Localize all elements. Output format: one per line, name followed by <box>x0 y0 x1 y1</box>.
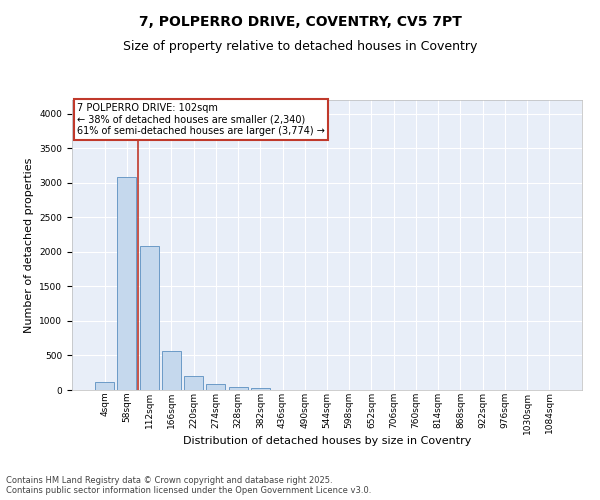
X-axis label: Distribution of detached houses by size in Coventry: Distribution of detached houses by size … <box>183 436 471 446</box>
Text: Contains HM Land Registry data © Crown copyright and database right 2025.
Contai: Contains HM Land Registry data © Crown c… <box>6 476 371 495</box>
Bar <box>229 387 248 390</box>
Bar <box>140 246 158 390</box>
Bar <box>162 352 181 390</box>
Text: Size of property relative to detached houses in Coventry: Size of property relative to detached ho… <box>123 40 477 53</box>
Bar <box>251 388 270 390</box>
Text: 7, POLPERRO DRIVE, COVENTRY, CV5 7PT: 7, POLPERRO DRIVE, COVENTRY, CV5 7PT <box>139 15 461 29</box>
Y-axis label: Number of detached properties: Number of detached properties <box>24 158 34 332</box>
Bar <box>206 384 225 390</box>
Bar <box>184 376 203 390</box>
Bar <box>118 178 136 390</box>
Bar <box>95 382 114 390</box>
Text: 7 POLPERRO DRIVE: 102sqm
← 38% of detached houses are smaller (2,340)
61% of sem: 7 POLPERRO DRIVE: 102sqm ← 38% of detach… <box>77 103 325 136</box>
